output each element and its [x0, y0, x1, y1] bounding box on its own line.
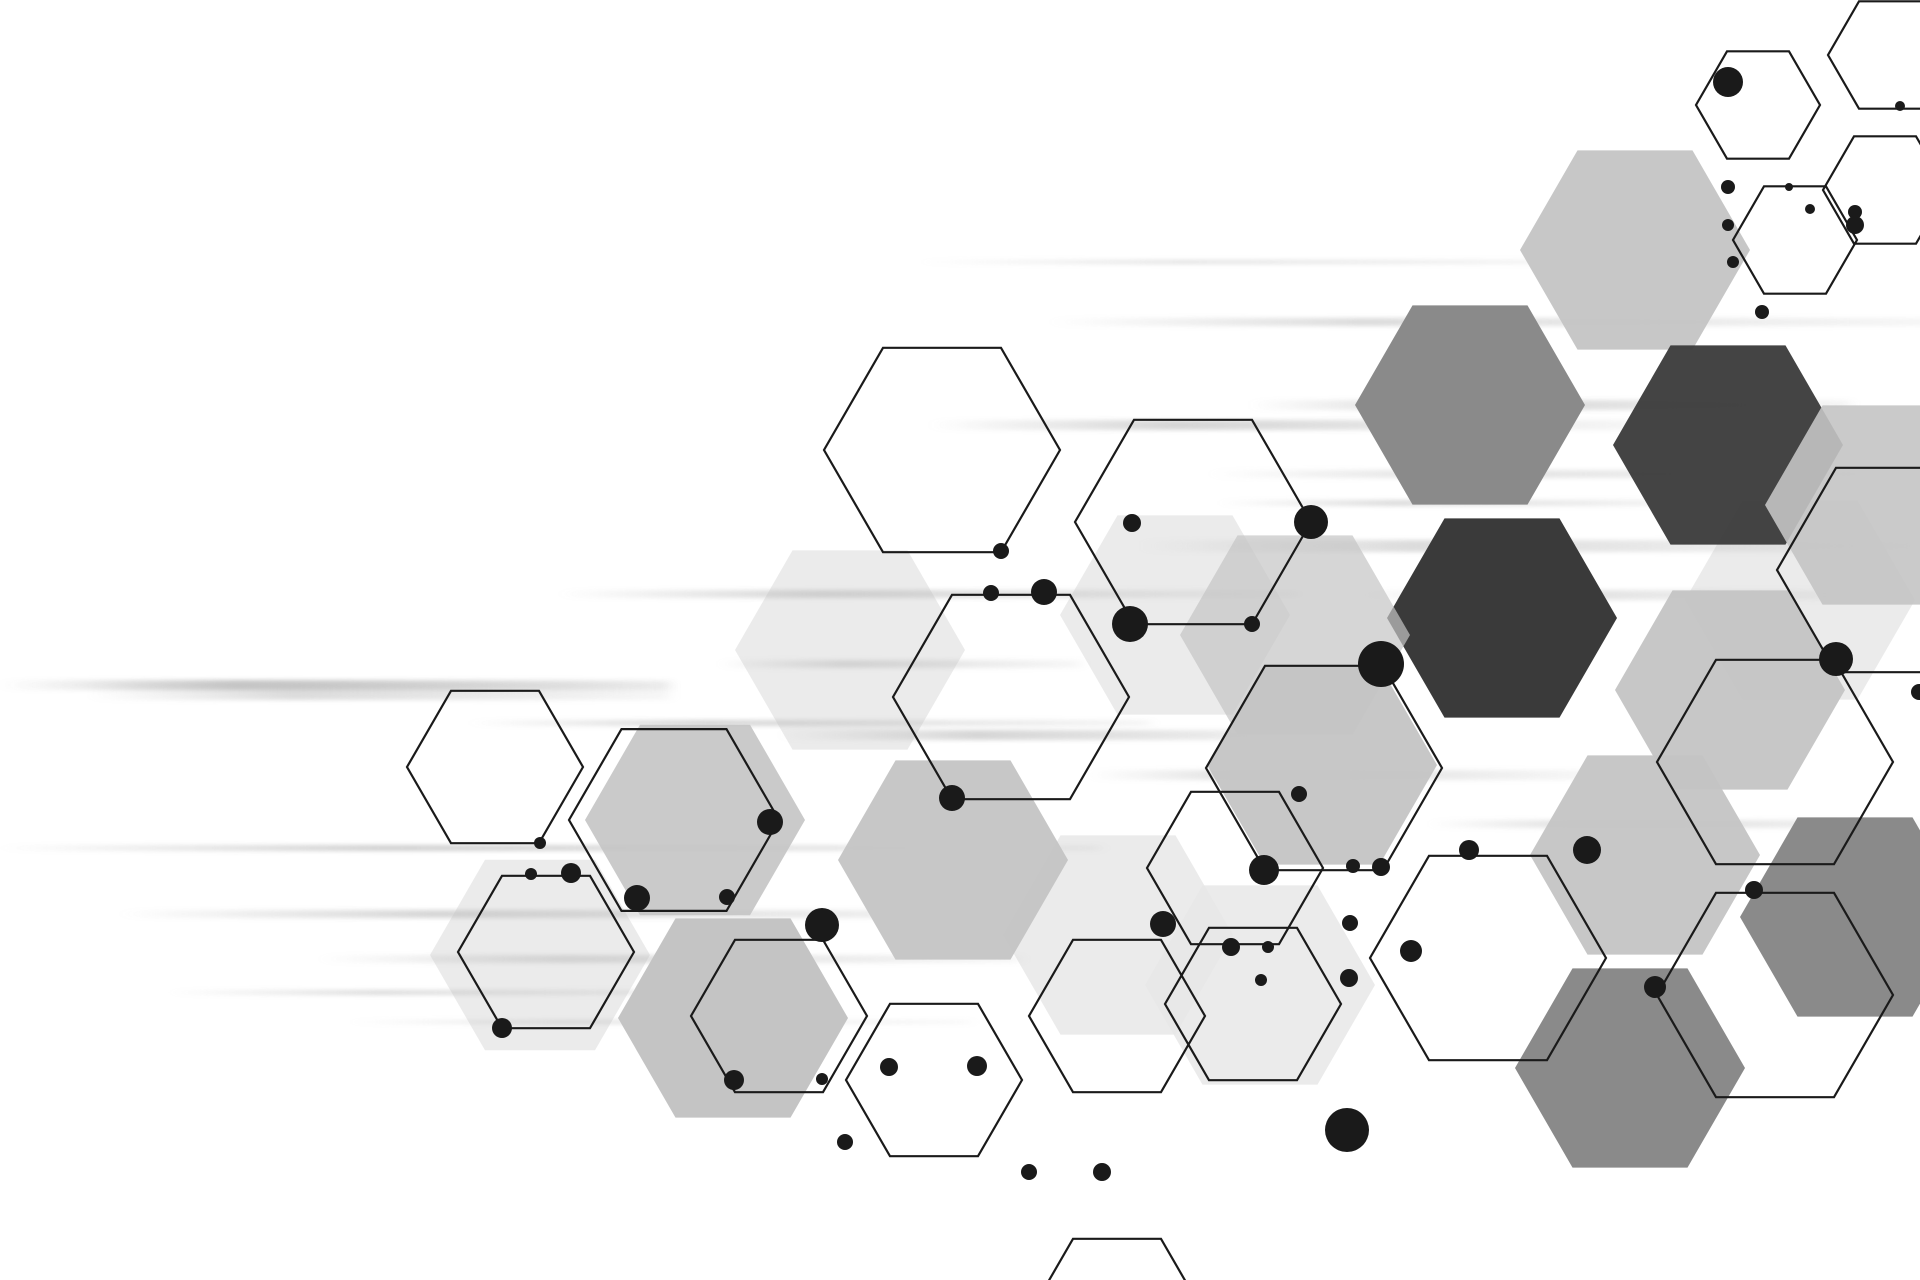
node-dot [1112, 606, 1148, 642]
node-dot [534, 837, 546, 849]
motion-streak [920, 260, 1670, 264]
node-dot [1755, 305, 1769, 319]
motion-streak [930, 420, 1630, 430]
node-dot [1785, 183, 1793, 191]
node-dot [805, 908, 839, 942]
node-dot [1262, 941, 1274, 953]
motion-streak [720, 660, 1080, 668]
node-dot [1342, 915, 1358, 931]
node-dot [837, 1134, 853, 1150]
node-dot [757, 809, 783, 835]
outline-hexagon [1163, 926, 1343, 1082]
node-dot [1021, 1164, 1037, 1180]
outline-hexagon [405, 689, 585, 845]
node-dot [1745, 881, 1763, 899]
node-dot [724, 1070, 744, 1090]
filled-hexagon [1520, 150, 1750, 350]
filled-hexagon [1615, 590, 1845, 790]
node-dot [1259, 977, 1261, 979]
node-dot [1291, 786, 1307, 802]
node-dot [1222, 938, 1240, 956]
outline-hexagon [1826, 0, 1920, 110]
outline-hexagon [1145, 790, 1325, 946]
outline-hexagon [844, 1002, 1024, 1158]
node-dot [1340, 969, 1358, 987]
node-dot [1911, 684, 1920, 700]
node-dot [1721, 180, 1735, 194]
node-dot [1346, 859, 1360, 873]
node-dot [1150, 911, 1176, 937]
node-dot [1727, 256, 1739, 268]
outline-hexagon [1027, 938, 1207, 1094]
outline-hexagon [1047, 1237, 1187, 1280]
outline-hexagon [456, 874, 636, 1030]
node-dot [561, 863, 581, 883]
node-dot [816, 1073, 828, 1085]
node-dot [983, 585, 999, 601]
node-dot [1379, 866, 1381, 868]
filled-hexagon [585, 724, 805, 916]
outline-hexagon [567, 727, 781, 913]
outline-hexagon [1775, 466, 1920, 674]
node-dot [1294, 505, 1328, 539]
motion-streak [0, 845, 1100, 851]
node-dot [1093, 1163, 1111, 1181]
filled-hexagon [1387, 518, 1617, 718]
node-dot [1895, 101, 1905, 111]
filled-hexagon [1530, 755, 1760, 955]
node-dot [939, 785, 965, 811]
node-dot [1573, 836, 1601, 864]
node-dot-layer [492, 67, 1920, 1181]
outline-hexagon [1821, 135, 1920, 245]
filled-hexagon [1355, 305, 1585, 505]
motion-streak [120, 910, 1020, 918]
filled-hexagon [618, 918, 848, 1118]
filled-hexagon [1180, 535, 1410, 735]
outline-hexagon [1694, 50, 1822, 160]
node-dot [1031, 579, 1057, 605]
node-dot [1459, 840, 1479, 860]
node-dot [1244, 616, 1260, 632]
node-dot [1358, 641, 1404, 687]
node-dot [492, 1018, 512, 1038]
motion-streak [90, 682, 670, 700]
outline-hexagon [891, 593, 1131, 801]
node-dot [1722, 219, 1734, 231]
node-dot [1123, 514, 1141, 532]
node-dot [880, 1058, 898, 1076]
node-dot [993, 543, 1009, 559]
node-dot [1263, 869, 1265, 871]
node-dot [624, 885, 650, 911]
filled-hexagon [1515, 968, 1745, 1168]
motion-streak [780, 730, 1340, 740]
outline-hexagon [1731, 185, 1859, 295]
outline-hexagon [822, 346, 1062, 554]
node-dot [1325, 1108, 1369, 1152]
node-dot [1805, 204, 1815, 214]
motion-streak [1210, 470, 1910, 478]
filled-hexagon [1740, 817, 1920, 1017]
node-dot [719, 889, 735, 905]
filled-hexagon [838, 760, 1068, 960]
node-dot [1848, 205, 1862, 219]
node-dot [1400, 940, 1422, 962]
motion-streak [1350, 590, 1910, 600]
node-dot [1846, 216, 1864, 234]
node-dot [1644, 976, 1666, 998]
node-dot [967, 1056, 987, 1076]
filled-hexagon-layer [585, 150, 1920, 1168]
motion-streak [470, 720, 1150, 726]
filled-hexagon [1765, 405, 1920, 605]
node-dot [1819, 642, 1853, 676]
outline-hexagon [1368, 854, 1608, 1062]
node-dot [1713, 67, 1743, 97]
motion-streak [170, 990, 770, 995]
node-dot [1255, 974, 1267, 986]
faint-hexagon [735, 550, 965, 750]
motion-streak [560, 590, 1300, 598]
node-dot [525, 868, 537, 880]
